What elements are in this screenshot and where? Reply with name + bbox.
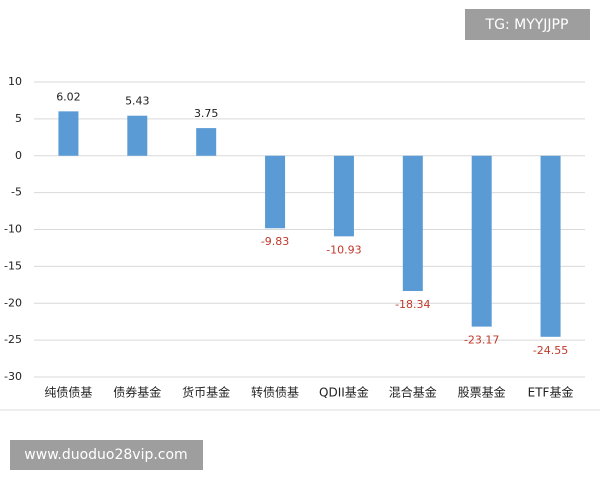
bar xyxy=(196,128,217,156)
bar xyxy=(127,115,148,156)
bar xyxy=(58,111,79,156)
watermark: TG: MYYJJPP xyxy=(485,17,569,33)
value-label: -10.93 xyxy=(326,243,361,256)
y-tick-label: 0 xyxy=(15,149,22,162)
watermark: www.duoduo28vip.com xyxy=(24,447,187,463)
value-label: 6.02 xyxy=(56,90,81,103)
x-tick-label: 混合基金 xyxy=(389,385,437,400)
y-tick-label: 10 xyxy=(8,75,22,88)
x-tick-label: 纯债债基 xyxy=(44,386,92,400)
x-tick-label: 债券基金 xyxy=(113,385,161,400)
watermark-box xyxy=(465,9,590,40)
watermark-box xyxy=(10,440,203,470)
y-tick-label: -25 xyxy=(4,333,22,346)
value-label: -9.83 xyxy=(261,235,289,248)
value-label: 5.43 xyxy=(125,95,150,108)
x-tick-label: ETF基金 xyxy=(528,385,574,400)
y-tick-label: -15 xyxy=(4,259,22,272)
y-tick-label: -30 xyxy=(4,370,22,383)
value-label: -24.55 xyxy=(533,344,568,357)
value-label: -18.34 xyxy=(395,298,430,311)
bar xyxy=(540,155,561,337)
value-label: 3.75 xyxy=(194,107,219,120)
x-tick-label: QDII基金 xyxy=(319,385,369,400)
bar xyxy=(471,155,492,327)
bar xyxy=(333,155,354,237)
y-tick-label: -5 xyxy=(11,186,22,199)
x-tick-label: 转债债基 xyxy=(251,385,299,400)
y-tick-label: 5 xyxy=(15,112,22,125)
y-tick-label: -20 xyxy=(4,296,22,309)
x-tick-label: 股票基金 xyxy=(458,385,506,400)
bar xyxy=(402,155,423,292)
y-tick-label: -10 xyxy=(4,223,22,236)
x-tick-label: 货币基金 xyxy=(182,385,230,400)
value-label: -23.17 xyxy=(464,334,499,347)
bar xyxy=(265,155,286,229)
